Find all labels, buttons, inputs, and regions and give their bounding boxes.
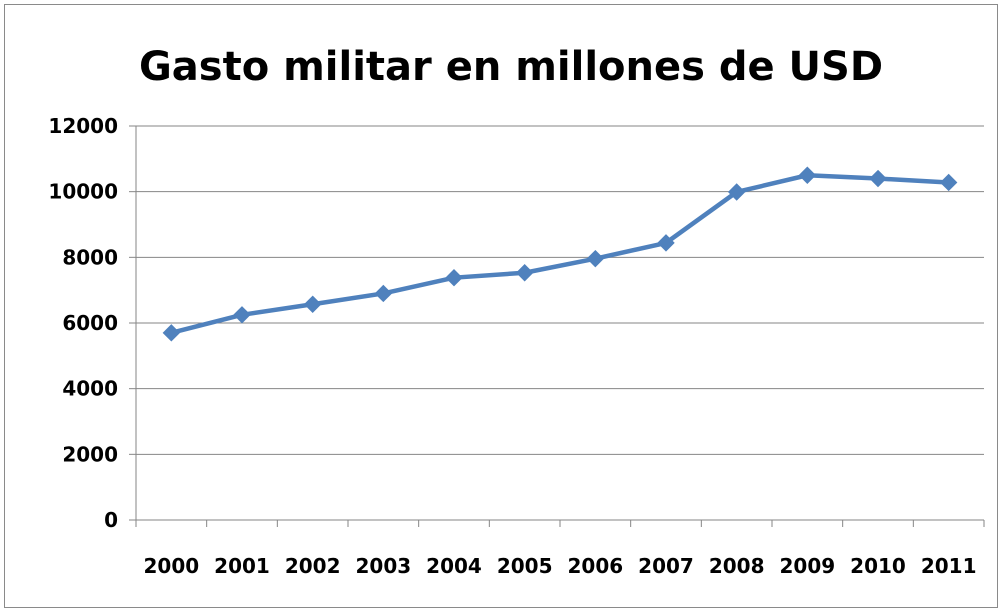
y-tick-label: 10000	[48, 180, 118, 204]
chart-title: Gasto militar en millones de USD	[139, 44, 883, 90]
data-point-marker	[515, 264, 534, 282]
y-axis-tick-labels: 0 2000 4000 6000 8000 10000 12000	[48, 114, 118, 532]
data-point-marker	[445, 268, 463, 287]
axes	[129, 125, 985, 527]
x-tick-label: 2009	[779, 554, 835, 578]
gridlines	[136, 125, 984, 455]
y-tick-label: 8000	[62, 245, 118, 269]
y-tick-label: 2000	[62, 442, 118, 466]
series-line	[169, 173, 951, 336]
y-tick-label: 0	[104, 508, 118, 532]
data-point-marker	[374, 284, 393, 303]
data-point-marker	[162, 324, 181, 342]
data-point-marker	[233, 306, 251, 324]
data-point-marker	[869, 169, 887, 188]
x-tick-label: 2011	[921, 554, 977, 578]
data-point-marker	[798, 166, 817, 184]
x-tick-label: 2004	[426, 554, 482, 578]
x-tick-label: 2005	[497, 554, 553, 578]
x-tick-label: 2006	[567, 554, 623, 578]
x-tick-label: 2001	[214, 554, 270, 578]
x-tick-label: 2007	[638, 554, 694, 578]
x-tick-label: 2003	[355, 554, 411, 578]
series-layer	[162, 166, 958, 342]
data-point-marker	[657, 234, 675, 252]
chart-frame	[4, 4, 998, 608]
x-tick-label: 2002	[285, 554, 341, 578]
x-axis-tick-labels: 2000 2001 2002 2003 2004 2005 2006 2007 2008 2009…	[143, 554, 976, 578]
data-point-marker	[939, 173, 958, 192]
data-point-marker	[727, 183, 746, 201]
data-point-marker	[303, 295, 322, 313]
x-tick-label: 2010	[850, 554, 906, 578]
y-tick-label: 4000	[62, 377, 118, 401]
y-tick-label: 6000	[62, 311, 118, 335]
x-tick-label: 2008	[709, 554, 765, 578]
y-tick-label: 12000	[48, 114, 118, 138]
data-point-marker	[586, 249, 605, 268]
x-tick-label: 2000	[143, 554, 199, 578]
